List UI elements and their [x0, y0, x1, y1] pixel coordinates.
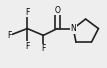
- Text: O: O: [54, 6, 60, 15]
- Text: F: F: [41, 44, 45, 53]
- Text: F: F: [25, 42, 29, 51]
- Text: F: F: [7, 31, 12, 40]
- Text: F: F: [25, 8, 29, 17]
- Text: N: N: [70, 24, 76, 33]
